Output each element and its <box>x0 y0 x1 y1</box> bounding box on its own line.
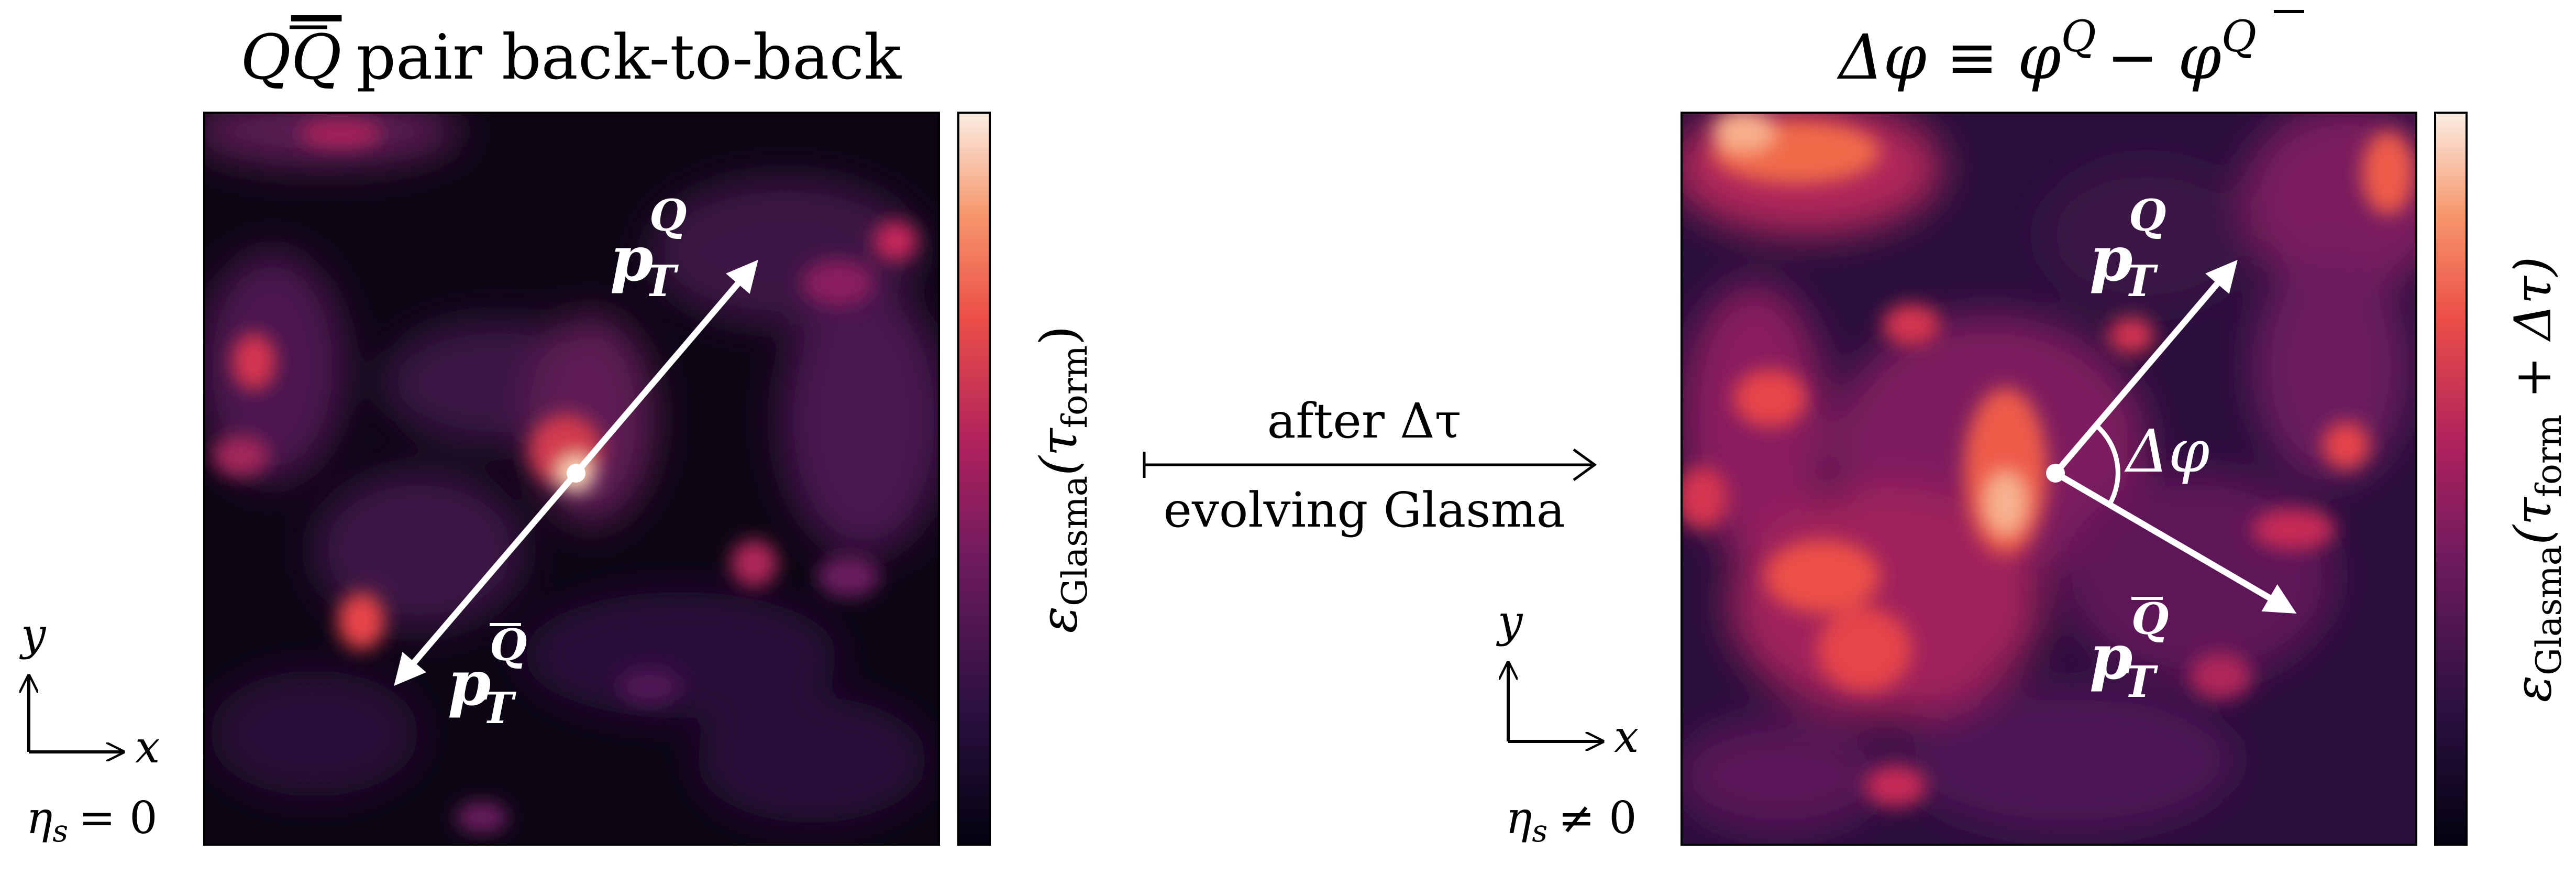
left-heatmap <box>204 113 939 845</box>
right-axis-y-label: y <box>1496 596 1523 647</box>
left-heatmap-frame <box>203 112 940 846</box>
left-colorbar-label: εGlasma(τform) <box>1030 326 1095 633</box>
left-axis-x-label: x <box>135 722 160 773</box>
right-colorbar <box>2434 112 2468 846</box>
right-arrow-qbar <box>2053 470 2297 614</box>
transition-top-text: after Δτ <box>1267 393 1462 449</box>
right-colorbar-label: εGlasma(τform + Δτ) <box>2504 257 2569 703</box>
left-arrow-qbar <box>394 471 579 686</box>
left-pair-origin <box>567 464 585 483</box>
left-eta-label: ηs = 0 <box>26 792 158 849</box>
right-angle-label: Δφ <box>2124 418 2209 486</box>
right-eta-label: ηs ≠ 0 <box>1506 792 1637 849</box>
left-axis-y-label: y <box>19 609 47 660</box>
right-heatmap <box>1682 113 2416 845</box>
transition-arrow-head <box>1573 448 1597 482</box>
left-panel-title: QQ pair back-to-back <box>240 21 902 93</box>
right-label-pTQ: p T Q <box>2089 191 2177 311</box>
left-panel: QQ pair back-to-back <box>19 21 1095 849</box>
right-label-pTQbar: p T Q <box>2089 594 2177 712</box>
transition: after Δτ evolving Glasma <box>1143 393 1597 538</box>
left-arrow-q <box>573 259 758 475</box>
right-axis-x-label: x <box>1614 711 1639 762</box>
right-heatmap-frame <box>1681 112 2417 846</box>
transition-bottom-text: evolving Glasma <box>1163 482 1565 538</box>
left-label-pTQ: p T Q <box>610 191 698 311</box>
left-colorbar <box>957 112 991 846</box>
right-angle-arc <box>2095 423 2120 506</box>
right-pair-origin <box>2046 464 2065 483</box>
right-panel-title: Δφ ≡ φQ − φQ <box>1837 12 2257 93</box>
right-arrow-q <box>2053 259 2238 475</box>
left-label-pTQbar: p T Q <box>448 620 535 738</box>
right-panel: Δφ ≡ φQ − φQ <box>1496 10 2569 849</box>
